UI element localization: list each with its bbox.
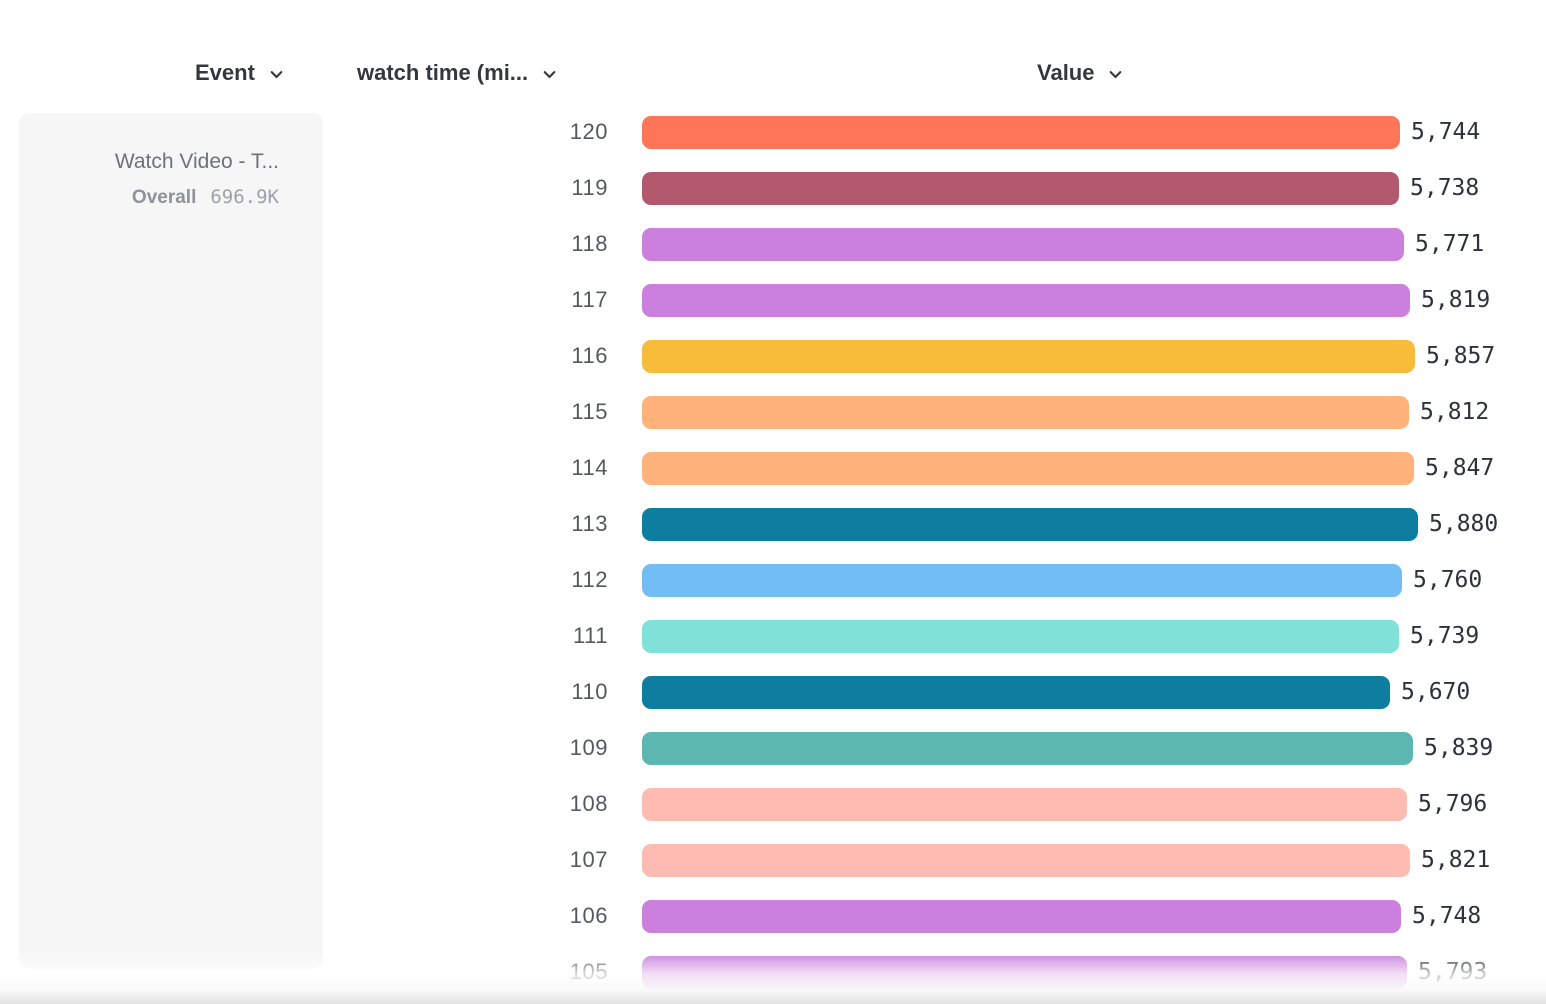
chart-row: 113 5,880	[0, 496, 1546, 552]
category-label: 107	[569, 847, 608, 872]
category-label: 112	[571, 567, 608, 592]
overall-label: Overall	[131, 187, 197, 208]
event-card[interactable]: Watch Video - T... Overall 696.9K	[19, 113, 323, 969]
value-column-dropdown[interactable]: Value	[1037, 59, 1124, 87]
bar-segment[interactable]	[642, 115, 1400, 149]
chart-row: 120 5,744	[0, 104, 1546, 160]
bar-segment[interactable]	[642, 675, 1390, 709]
category-label: 106	[569, 903, 608, 928]
chart-row: 114 5,847	[0, 440, 1546, 496]
bar-segment[interactable]	[642, 395, 1409, 429]
chart-row: 116 5,857	[0, 328, 1546, 384]
value-label: 5,847	[1425, 455, 1495, 481]
category-label: 109	[569, 735, 608, 760]
bar-segment[interactable]	[642, 843, 1410, 877]
value-label: 5,744	[1411, 119, 1481, 145]
event-title: Watch Video - T...	[114, 150, 279, 173]
category-label: 120	[569, 119, 608, 144]
event-column-label: Event	[195, 60, 255, 85]
bar-segment[interactable]	[642, 171, 1399, 205]
bar-segment[interactable]	[642, 283, 1410, 317]
value-label: 5,821	[1421, 847, 1491, 873]
event-column-dropdown[interactable]: Event	[195, 59, 285, 87]
value-label: 5,670	[1401, 679, 1471, 705]
chart-row: 112 5,760	[0, 552, 1546, 608]
chart-row: 110 5,670	[0, 664, 1546, 720]
breakdown-column-label: watch time (mi...	[357, 60, 529, 85]
value-label: 5,771	[1415, 231, 1485, 257]
chart-row: 106 5,748	[0, 888, 1546, 944]
value-label: 5,748	[1412, 903, 1482, 929]
category-label: 115	[571, 399, 608, 424]
category-label: 119	[571, 175, 608, 200]
breakdown-column-dropdown[interactable]: watch time (mi...	[357, 59, 558, 87]
bar-segment[interactable]	[642, 339, 1415, 373]
value-label: 5,812	[1420, 399, 1490, 425]
category-label: 105	[569, 959, 608, 984]
value-column-label: Value	[1037, 60, 1095, 85]
value-label: 5,819	[1421, 287, 1491, 313]
category-label: 110	[571, 679, 608, 704]
value-label: 5,880	[1429, 511, 1499, 537]
bar-segment[interactable]	[642, 619, 1399, 653]
bar-segment[interactable]	[642, 899, 1401, 933]
chart-row: 109 5,839	[0, 720, 1546, 776]
chart-row: 119 5,738	[0, 160, 1546, 216]
bar-segment[interactable]	[642, 507, 1418, 541]
bar-chart: 120 5,744 119 5,738 118 5,771 117 5,819 …	[0, 104, 1546, 1000]
category-label: 113	[571, 511, 608, 536]
category-label: 118	[571, 231, 608, 256]
bar-segment[interactable]	[642, 787, 1407, 821]
category-label: 117	[571, 287, 608, 312]
chart-row: 117 5,819	[0, 272, 1546, 328]
value-label: 5,796	[1418, 791, 1488, 817]
chevron-down-icon	[270, 71, 283, 79]
chart-row: 118 5,771	[0, 216, 1546, 272]
value-label: 5,793	[1418, 959, 1488, 985]
value-label: 5,760	[1413, 567, 1483, 593]
value-label: 5,738	[1410, 175, 1480, 201]
bar-segment[interactable]	[642, 731, 1413, 765]
value-label: 5,739	[1410, 623, 1480, 649]
category-label: 111	[573, 623, 608, 648]
bar-segment[interactable]	[642, 955, 1407, 989]
chart-row: 107 5,821	[0, 832, 1546, 888]
chevron-down-icon	[1110, 71, 1122, 79]
category-label: 108	[569, 791, 608, 816]
chart-row: 115 5,812	[0, 384, 1546, 440]
category-label: 116	[571, 343, 608, 368]
chart-row: 105 5,793	[0, 944, 1546, 1000]
chevron-down-icon	[543, 71, 556, 79]
bar-segment[interactable]	[642, 227, 1404, 261]
chart-row: 111 5,739	[0, 608, 1546, 664]
bar-segment[interactable]	[642, 451, 1414, 485]
bar-segment[interactable]	[642, 563, 1402, 597]
category-label: 114	[571, 455, 608, 480]
value-label: 5,857	[1426, 343, 1496, 369]
value-label: 5,839	[1424, 735, 1494, 761]
overall-value: 696.9K	[210, 186, 279, 208]
chart-row: 108 5,796	[0, 776, 1546, 832]
